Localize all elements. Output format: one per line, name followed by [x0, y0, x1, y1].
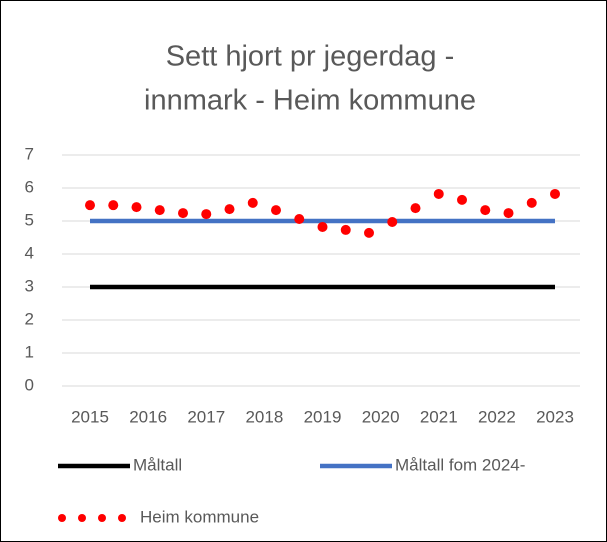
data-point: [410, 203, 421, 214]
data-point: [526, 197, 537, 208]
x-tick-label: 2022: [478, 407, 516, 426]
data-point: [317, 221, 328, 232]
data-point: [294, 214, 305, 225]
x-tick-label: 2019: [304, 407, 342, 426]
data-point: [503, 208, 514, 219]
x-tick-label: 2020: [362, 407, 400, 426]
legend-symbol: [118, 514, 126, 522]
data-point: [387, 216, 398, 227]
data-point: [201, 209, 212, 220]
legend-symbol: [98, 514, 106, 522]
data-point: [550, 188, 560, 199]
x-tick-label: 2017: [187, 407, 225, 426]
chart-title: innmark - Heim kommune: [144, 85, 476, 117]
legend-label: Heim kommune: [140, 507, 259, 526]
x-tick-label: 2023: [536, 407, 574, 426]
data-point: [480, 205, 491, 216]
chart-title: Sett hjort pr jegerdag -: [166, 41, 455, 73]
data-point: [154, 205, 165, 216]
y-tick-label: 7: [25, 144, 34, 163]
x-tick-label: 2016: [129, 407, 167, 426]
data-point: [108, 200, 119, 211]
data-point: [85, 200, 95, 211]
y-tick-label: 6: [25, 177, 34, 196]
data-point: [247, 197, 258, 208]
y-tick-label: 3: [25, 276, 34, 295]
data-point: [131, 202, 142, 213]
legend-label: Måltall: [133, 455, 182, 474]
x-tick-label: 2021: [420, 407, 458, 426]
data-point: [271, 205, 281, 216]
data-point: [364, 227, 374, 238]
legend-symbol: [78, 514, 86, 522]
x-tick-label: 2018: [245, 407, 283, 426]
y-tick-label: 2: [25, 309, 34, 328]
legend-label: Måltall fom 2024-: [395, 455, 525, 474]
y-tick-label: 1: [25, 342, 34, 361]
y-tick-label: 0: [25, 375, 34, 394]
x-tick-label: 2015: [71, 407, 109, 426]
data-point: [433, 188, 444, 199]
y-tick-label: 5: [25, 210, 34, 229]
y-tick-label: 4: [25, 243, 34, 262]
legend-symbol: [58, 514, 66, 522]
data-point: [340, 224, 351, 235]
data-point: [178, 208, 188, 219]
data-point: [224, 204, 235, 215]
data-point: [457, 194, 467, 205]
